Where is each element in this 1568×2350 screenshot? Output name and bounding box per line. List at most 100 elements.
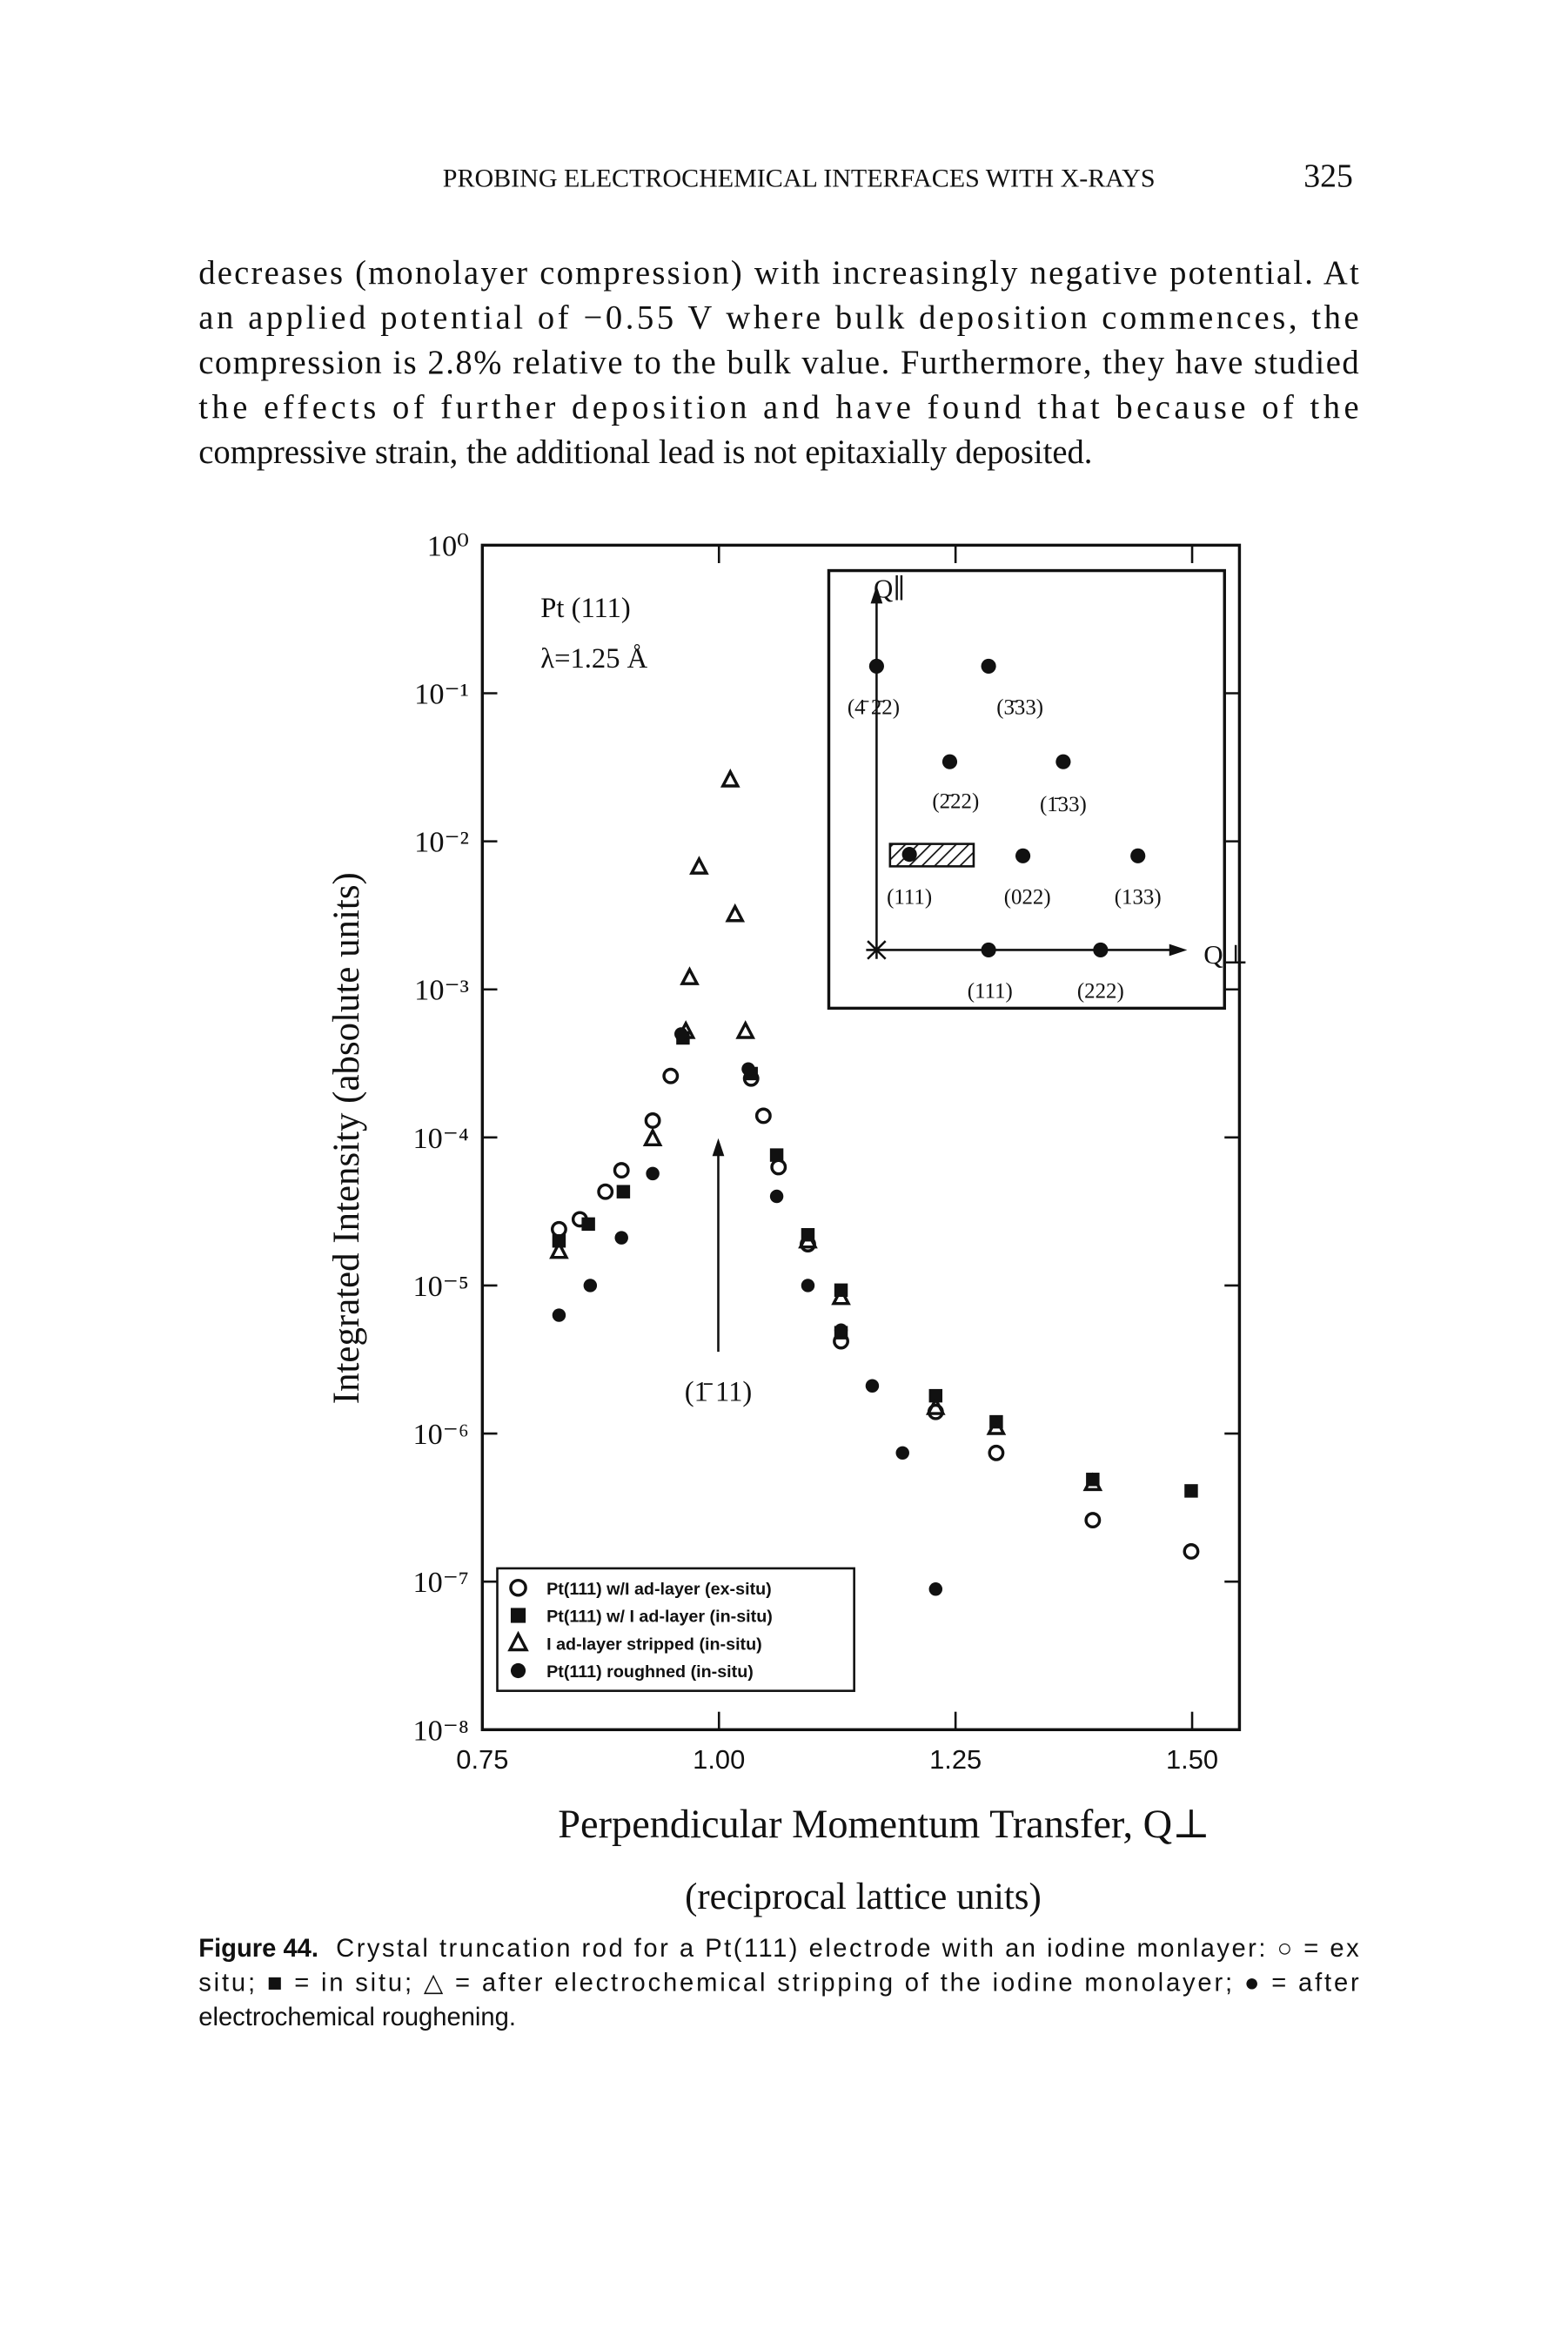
inset-label: (4̄ 2̄2) [848, 695, 900, 719]
inset-axis-label: Q∥ [874, 573, 906, 603]
marker-open-triangle [735, 1020, 756, 1039]
marker-filled-circle [801, 1279, 815, 1292]
y-tick-label: 10⁻⁶ [413, 1418, 469, 1451]
caption-label: Figure 44. [198, 1935, 318, 1963]
inset-label: (3̄33) [996, 695, 1043, 719]
marker-open-triangle [1082, 1472, 1103, 1492]
inset-point [1055, 754, 1071, 769]
page-number: 325 [1303, 158, 1353, 195]
body-line: the effects of further deposition and ha… [198, 390, 1358, 426]
inset-arrowhead [870, 585, 883, 604]
inset-point [901, 847, 917, 863]
inset-point [1093, 942, 1109, 958]
body-line: compressive strain, the additional lead … [198, 434, 1092, 471]
marker-filled-circle [769, 1189, 784, 1204]
marker-open-triangle [680, 966, 700, 985]
marker-open-circle [1084, 1512, 1102, 1529]
marker-open-circle [644, 1112, 661, 1129]
marker-square [928, 1388, 943, 1403]
inset-label: (2̄22) [932, 789, 979, 813]
marker-open-circle [662, 1067, 680, 1084]
x-axis-label: Perpendicular Momentum Transfer, Q⊥ [558, 1803, 1210, 1847]
marker-open-triangle [798, 1229, 818, 1249]
marker-filled-circle [928, 1582, 943, 1596]
marker-filled-circle [583, 1279, 598, 1292]
caption-line: electrochemical roughening. [198, 2004, 516, 2031]
marker-square [581, 1217, 595, 1232]
marker-open-triangle [831, 1286, 851, 1306]
marker-open-triangle [689, 856, 709, 875]
y-tick-label: 10⁰ [427, 529, 469, 562]
marker-filled-circle [834, 1323, 848, 1337]
y-tick-label: 10⁻⁸ [413, 1714, 469, 1747]
marker-filled-circle [552, 1308, 566, 1322]
x-axis-sublabel: (reciprocal lattice units) [685, 1877, 1042, 1917]
inset-label: (133) [1115, 885, 1162, 909]
body-line: compression is 2.8% relative to the bulk… [198, 345, 1358, 381]
inset-point [1130, 848, 1146, 863]
marker-open-circle [770, 1158, 787, 1176]
marker-open-circle [988, 1444, 1005, 1461]
inset-axis-label: Q⊥ [1203, 939, 1248, 970]
x-tick-label: 1.25 [929, 1744, 982, 1775]
inset-label: (022) [1004, 885, 1051, 909]
marker-open-triangle [986, 1416, 1007, 1435]
body-text: decreases (monolayer compression) with i… [198, 255, 1359, 471]
marker-square [510, 1608, 526, 1623]
marker-open-circle [597, 1183, 614, 1200]
marker-open-triangle [720, 769, 740, 788]
marker-filled-circle [741, 1062, 755, 1076]
legend: Pt(111) w/I ad-layer (ex-situ) Pt(111) w/… [496, 1567, 855, 1692]
body-line: an applied potential of −0.55 V where bu… [198, 300, 1358, 337]
inset-point [981, 658, 996, 674]
inset-origin [867, 940, 887, 960]
y-tick-label: 10⁻¹ [414, 678, 469, 711]
inset-point [981, 942, 996, 958]
inset-label: (111) [887, 885, 932, 909]
inset-label: (111) [968, 979, 1013, 1003]
marker-open-circle [754, 1107, 772, 1125]
marker-square [769, 1148, 784, 1162]
inset: Q∥ Q⊥ (4̄ 2̄2) (3̄33) (2̄22) (1̄33) (111) (022)… [827, 568, 1249, 1010]
marker-square [1184, 1484, 1198, 1498]
y-tick-label: 10⁻⁴ [413, 1122, 469, 1155]
y-tick-label: 10⁻⁵ [413, 1270, 469, 1303]
marker-filled-circle [895, 1446, 909, 1460]
caption-line: Crystal truncation rod for a Pt(111) ele… [336, 1935, 1359, 1963]
x-tick-label: 0.75 [456, 1744, 508, 1775]
marker-open-triangle [642, 1127, 663, 1146]
legend-entry: I ad-layer stripped (in-situ) [546, 1635, 762, 1654]
inset-label: (222) [1077, 979, 1124, 1003]
peak-label: (1̄ 11) [685, 1377, 753, 1408]
x-tick-label: 1.00 [693, 1744, 745, 1775]
marker-open-circle [613, 1162, 630, 1179]
caption-line: situ; ■ = in situ; △ = after electrochem… [198, 1970, 1359, 1998]
marker-square [616, 1185, 631, 1198]
marker-filled-circle [510, 1662, 526, 1679]
legend-entry: Pt(111) w/I ad-layer (ex-situ) [546, 1580, 772, 1599]
y-tick-label: 10⁻² [414, 826, 469, 859]
marker-open-triangle [549, 1239, 569, 1259]
caption: Figure 44. Crystal truncation rod for a … [198, 1935, 1359, 2031]
legend-entry: Pt(111) w/ I ad-layer (in-situ) [546, 1608, 773, 1627]
body-line: decreases (monolayer compression) with i… [198, 255, 1359, 292]
inset-point [1015, 848, 1031, 863]
marker-open-triangle [507, 1630, 529, 1652]
inset-point [941, 754, 958, 769]
inset-label: (1̄33) [1040, 793, 1087, 816]
legend-frame [496, 1567, 855, 1692]
legend-entry: Pt(111) roughned (in-situ) [546, 1662, 754, 1682]
marker-filled-circle [674, 1027, 688, 1041]
y-axis-label: Integrated Intensity (absolute units) [326, 872, 367, 1404]
peak-arrowhead [712, 1138, 725, 1157]
inset-frame [827, 568, 1226, 1010]
marker-open-circle [550, 1220, 567, 1238]
annotation: λ=1.25 Å [540, 643, 647, 675]
y-tick-label: 10⁻³ [414, 974, 469, 1007]
marker-filled-circle [865, 1379, 880, 1393]
running-title: PROBING ELECTROCHEMICAL INTERFACES WITH … [443, 164, 1156, 193]
y-tick-label: 10⁻⁷ [413, 1566, 469, 1599]
annotation: Pt (111) [540, 593, 631, 624]
